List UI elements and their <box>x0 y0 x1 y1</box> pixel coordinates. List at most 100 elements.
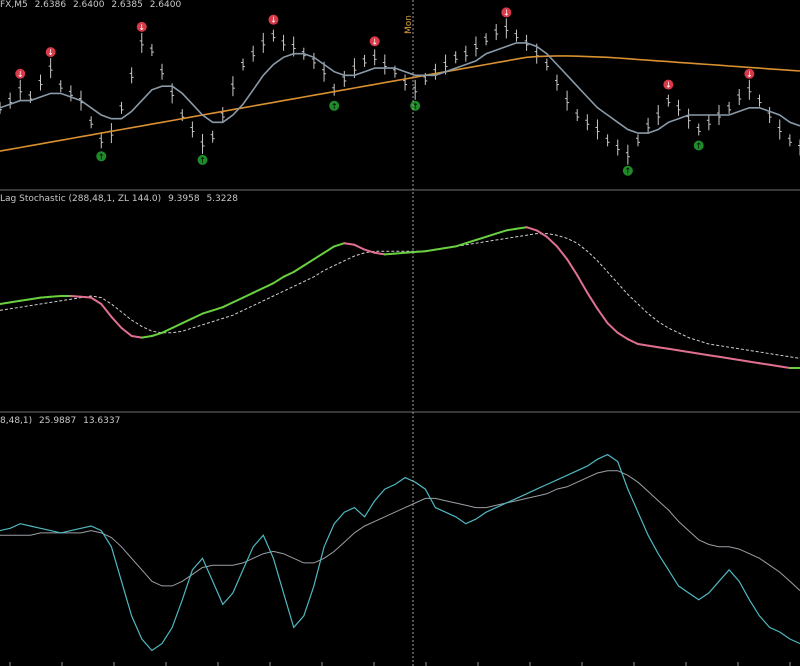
stochastic-segment <box>626 338 639 345</box>
stochastic-segment <box>474 235 488 241</box>
stochastic-segment <box>545 235 558 248</box>
lag-stochastic-label: Lag Stochastic (288,48,1, ZL 144.0) 9.39… <box>0 194 242 204</box>
stochastic-segment <box>100 303 113 318</box>
stochastic-segment <box>576 274 589 294</box>
stochastic-segment <box>363 248 376 254</box>
stochastic-segment <box>29 296 42 301</box>
sell-arrow-icon <box>268 14 279 25</box>
stochastic-segment <box>150 331 164 337</box>
stochastic-segment <box>242 291 255 299</box>
stochastic-segment <box>586 291 599 310</box>
stochastic-segment <box>414 250 427 253</box>
stochastic-segment <box>69 295 83 298</box>
oscillator-value-1: 25.9887 <box>39 416 77 426</box>
stochastic-segment <box>616 331 629 341</box>
stochastic-segment <box>566 258 579 277</box>
stochastic-segment <box>495 229 508 235</box>
panel-lag-stochastic <box>0 226 800 369</box>
symbol-label: FX,M5 <box>0 0 28 10</box>
sell-arrow-glyph: ↓ <box>138 23 145 32</box>
stochastic-segment <box>80 295 93 299</box>
sell-arrow-glyph: ↓ <box>371 37 378 46</box>
stochastic-segment <box>464 239 477 245</box>
stochastic-segment <box>505 227 518 232</box>
stochastic-segment <box>667 347 680 352</box>
price-high: 2.6400 <box>72 0 105 10</box>
buy-arrow-glyph: ↑ <box>624 167 631 176</box>
stochastic-segment <box>343 242 356 246</box>
sell-arrow-icon <box>501 7 512 18</box>
stochastic-segment <box>231 296 245 304</box>
sell-arrow-glyph: ↓ <box>746 70 753 79</box>
stochastic-segment <box>373 251 386 256</box>
stochastic-segment <box>687 351 700 355</box>
sell-arrow-icon <box>663 79 674 90</box>
stochastic-segment <box>252 287 265 294</box>
panel-oscillator <box>0 453 800 652</box>
buy-arrow-glyph: ↑ <box>412 102 419 111</box>
stochastic-segment <box>677 349 690 353</box>
stochastic-segment <box>39 295 52 299</box>
lag-stochastic-value-1: 9.3958 <box>168 194 200 204</box>
stochastic-segment <box>657 346 670 350</box>
stochastic-segment <box>606 322 619 334</box>
buy-arrow-glyph: ↑ <box>695 141 702 150</box>
sell-arrow-glyph: ↓ <box>47 48 54 57</box>
buy-arrow-icon <box>329 100 340 111</box>
ma-gray-line <box>0 42 800 134</box>
buy-arrow-glyph: ↑ <box>199 156 206 165</box>
buy-arrow-icon <box>693 140 704 151</box>
lag-stochastic-title: Lag Stochastic (288,48,1, ZL 144.0) <box>0 194 162 204</box>
stochastic-segment <box>221 301 234 309</box>
sell-arrow-glyph: ↓ <box>665 81 672 90</box>
stochastic-segment <box>535 229 548 238</box>
price-close: 2.6400 <box>149 0 182 10</box>
stochastic-segment <box>120 327 133 337</box>
stochastic-segment <box>191 312 204 320</box>
stochastic-segment <box>161 327 174 334</box>
stochastic-segment <box>282 271 295 278</box>
oscillator-label: 8,48,1) 25.9887 13.6337 <box>0 416 124 426</box>
sell-arrow-glyph: ↓ <box>503 8 510 17</box>
stochastic-segment <box>393 251 407 255</box>
stochastic-segment <box>302 258 315 267</box>
oscillator-signal-line <box>0 470 800 591</box>
sell-arrow-icon <box>45 47 56 58</box>
stochastic-segment <box>9 299 22 304</box>
stochastic-segment <box>171 322 184 329</box>
header-label: FX,M5 2.6386 2.6400 2.6385 2.6400 <box>0 0 185 10</box>
stochastic-segment <box>272 275 285 285</box>
stochastic-segment <box>110 315 123 329</box>
price-low: 2.6385 <box>111 0 143 10</box>
price-open: 2.6386 <box>34 0 67 10</box>
sell-arrow-glyph: ↓ <box>17 70 24 79</box>
stochastic-segment <box>140 335 153 339</box>
panel-price: ↓ ↓ ↑ ↓ ↑ ↓ ↑ ↓ ↑ ↓ ↑ ↓ ↑ ↓ <box>0 7 800 176</box>
time-axis-ticks <box>9 662 791 666</box>
stochastic-segment <box>0 301 12 305</box>
oscillator-main-line <box>0 453 800 652</box>
stochastic-segment <box>404 251 417 254</box>
stochastic-segment <box>717 355 731 360</box>
stochastic-segment <box>444 245 457 249</box>
stochastic-segment <box>323 245 336 254</box>
stochastic-segment <box>738 359 751 363</box>
stochastic-signal-line <box>0 233 800 359</box>
lag-stochastic-value-2: 5.3228 <box>206 194 238 204</box>
stochastic-segment <box>211 306 224 312</box>
stochastic-segment <box>201 309 214 315</box>
stochastic-segment <box>485 232 498 238</box>
buy-arrow-icon <box>197 154 208 165</box>
sell-arrow-icon <box>15 68 26 79</box>
stochastic-segment <box>636 343 650 347</box>
stochastic-segment <box>525 226 538 232</box>
stochastic-segment <box>130 335 143 339</box>
day-separator-label: Mon <box>404 15 414 34</box>
stochastic-segment <box>697 352 710 357</box>
stochastic-segment <box>19 298 32 302</box>
sell-arrow-glyph: ↓ <box>270 16 277 25</box>
stochastic-segment <box>262 282 275 289</box>
oscillator-value-2: 13.6337 <box>83 416 121 426</box>
stochastic-segment <box>333 242 346 248</box>
